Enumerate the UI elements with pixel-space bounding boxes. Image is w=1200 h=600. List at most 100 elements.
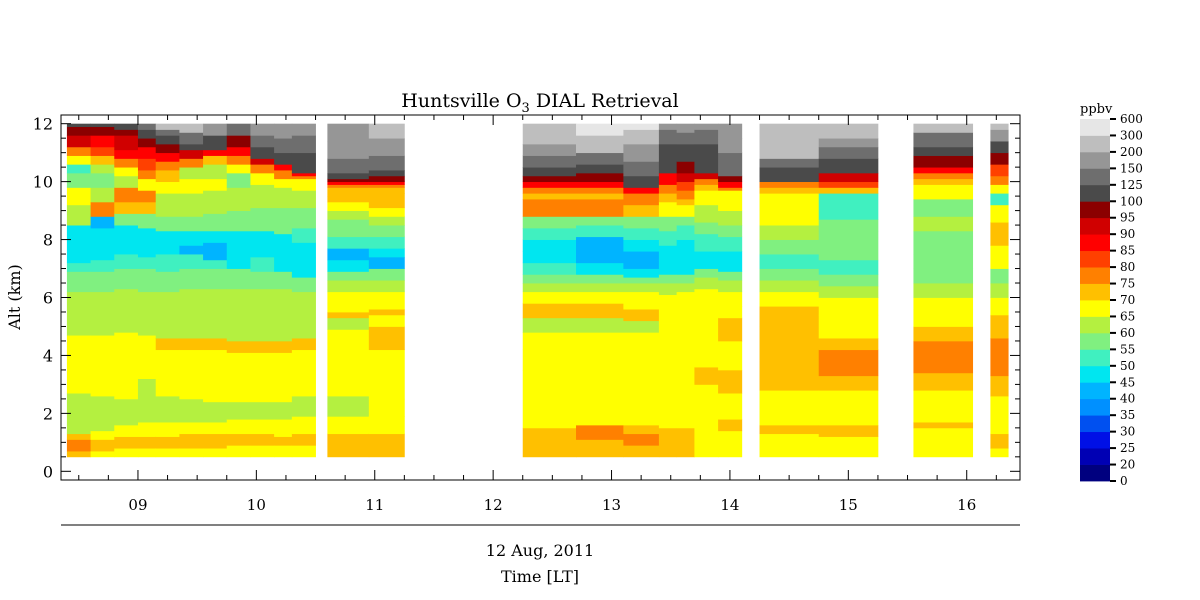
heatmap-cell xyxy=(522,187,577,194)
heatmap-cell xyxy=(913,216,974,232)
heatmap-cell xyxy=(990,222,1009,246)
heatmap-cell xyxy=(990,164,1009,177)
heatmap-cell xyxy=(368,170,405,177)
heatmap-cell xyxy=(226,433,251,446)
y-tick-label: 4 xyxy=(43,346,53,365)
x-axis-label: Time [LT] xyxy=(501,567,579,586)
heatmap-cell xyxy=(818,297,879,316)
heatmap-cell xyxy=(694,268,719,278)
heatmap-cell xyxy=(368,280,405,293)
heatmap-cell xyxy=(759,326,820,362)
heatmap-cell xyxy=(522,291,577,304)
heatmap-cell xyxy=(327,395,370,417)
heatmap-cell xyxy=(658,294,678,310)
x-axis: 09 10 11 12 13 14 15 16 xyxy=(78,115,997,514)
heatmap-cell xyxy=(522,283,577,293)
heatmap-cell xyxy=(818,138,879,148)
heatmap-cell xyxy=(137,378,157,391)
colorbar-swatch xyxy=(1080,349,1110,367)
heatmap-cell xyxy=(818,390,879,426)
x-tick-label: 09 xyxy=(128,496,147,514)
heatmap-cell xyxy=(818,146,879,159)
heatmap-cell xyxy=(522,274,577,284)
heatmap-cell xyxy=(522,175,577,183)
heatmap-cell xyxy=(522,216,577,229)
heatmap-cell xyxy=(576,172,624,183)
heatmap-cell xyxy=(114,213,139,226)
heatmap-cell xyxy=(291,291,316,319)
heatmap-cell xyxy=(368,175,405,183)
heatmap-cell xyxy=(291,349,316,397)
colorbar-swatch xyxy=(1080,431,1110,449)
heatmap-cell xyxy=(658,274,678,284)
colorbar-label: 45 xyxy=(1120,375,1135,389)
heatmap-cell xyxy=(90,135,115,148)
heatmap-cell xyxy=(66,164,91,174)
colorbar-label: 35 xyxy=(1120,408,1135,422)
heatmap-cell xyxy=(913,172,974,180)
heatmap-cell xyxy=(718,152,743,177)
heatmap-cell xyxy=(327,219,370,238)
heatmap-cell xyxy=(676,123,695,133)
heatmap-cell xyxy=(818,436,879,458)
heatmap-cell xyxy=(291,338,316,351)
colorbar-label: 70 xyxy=(1120,293,1135,307)
heatmap-cell xyxy=(623,204,660,217)
heatmap-cell xyxy=(137,227,157,258)
heatmap-cell xyxy=(179,216,204,232)
heatmap-cell xyxy=(226,317,251,342)
heatmap-cell xyxy=(759,268,820,281)
heatmap-cell xyxy=(658,384,678,429)
heatmap-cell xyxy=(155,170,180,183)
heatmap-cell xyxy=(66,346,91,394)
heatmap-cell xyxy=(137,422,157,437)
heatmap-cell xyxy=(203,242,228,261)
heatmap-cell xyxy=(718,419,743,432)
heatmap-cell xyxy=(658,172,678,185)
heatmap-cell xyxy=(327,123,370,142)
colorbar-swatch xyxy=(1080,151,1110,169)
colorbar-swatch xyxy=(1080,201,1110,219)
heatmap-cell xyxy=(694,384,719,426)
heatmap-cell xyxy=(818,274,879,287)
heatmap-cell xyxy=(694,143,719,165)
y-tick-label: 6 xyxy=(43,289,53,308)
heatmap-cell xyxy=(990,152,1009,165)
heatmap-cell xyxy=(623,291,660,310)
heatmap-cell xyxy=(90,123,115,127)
heatmap-cell xyxy=(576,152,624,165)
colorbar-swatch xyxy=(1080,365,1110,383)
colorbar-label: 75 xyxy=(1120,277,1135,291)
heatmap-cell xyxy=(66,271,91,293)
heatmap-cell xyxy=(694,367,719,385)
heatmap-cell xyxy=(913,422,974,429)
heatmap-cell xyxy=(676,199,695,206)
heatmap-cell xyxy=(990,268,1009,284)
y-tick-label: 8 xyxy=(43,231,53,250)
heatmap-cell xyxy=(676,239,695,264)
heatmap-cell xyxy=(66,135,91,148)
heatmap-cell xyxy=(368,123,405,139)
heatmap-cell xyxy=(250,445,275,458)
x-tick-label: 12 xyxy=(484,496,503,514)
heatmap-cell xyxy=(90,187,115,203)
heatmap-cell xyxy=(155,181,180,194)
heatmap-cell xyxy=(658,143,678,162)
heatmap-cell xyxy=(114,317,139,333)
heatmap-cell xyxy=(226,340,251,353)
heatmap-cell xyxy=(676,291,695,304)
heatmap-cell xyxy=(522,262,577,275)
heatmap-cell xyxy=(250,172,275,185)
heatmap-cell xyxy=(759,123,820,159)
heatmap-cell xyxy=(155,436,180,449)
colorbar-label: 95 xyxy=(1120,211,1135,225)
heatmap-cell xyxy=(522,143,577,156)
colorbar-label: 40 xyxy=(1120,392,1135,406)
heatmap-cell xyxy=(90,271,115,293)
heatmap-cell xyxy=(990,448,1009,458)
heatmap-cell xyxy=(718,123,743,139)
heatmap-cell xyxy=(274,340,293,353)
heatmap-cell xyxy=(250,123,275,136)
heatmap-cell xyxy=(179,268,204,290)
heatmap-cell xyxy=(327,317,370,330)
